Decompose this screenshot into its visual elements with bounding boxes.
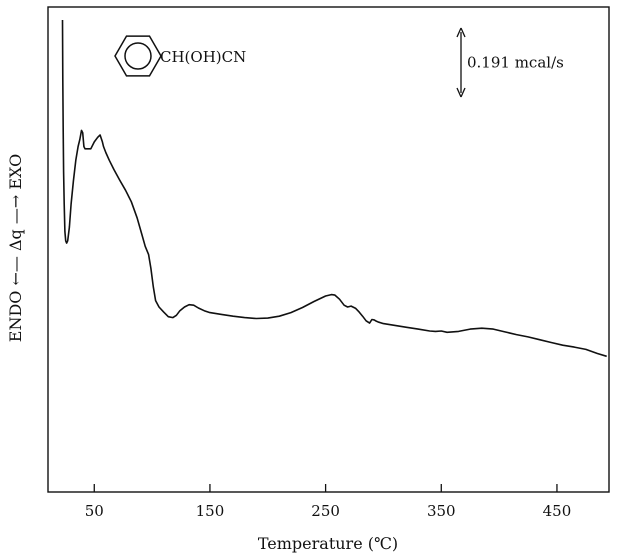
x-axis-label: Temperature (℃) — [258, 534, 398, 553]
annotations: CH(OH)CN 0.191 mcal/s — [114, 27, 564, 98]
scale-bar-label: 0.191 mcal/s — [467, 54, 564, 72]
compound-label: CH(OH)CN — [160, 48, 246, 66]
x-tick-label: 250 — [311, 502, 340, 520]
plot-frame — [47, 6, 610, 493]
y-axis-label: ENDO ←— Δq —→ EXO — [6, 154, 25, 342]
benzene-ring-icon — [114, 35, 162, 77]
x-axis-ticks: 50 150 250 350 450 — [85, 484, 572, 520]
x-tick-label: 350 — [427, 502, 456, 520]
scale-bar-up-arrow-icon — [456, 27, 466, 38]
x-tick-label: 150 — [196, 502, 225, 520]
scale-bar-down-arrow-icon — [456, 87, 466, 98]
benzene-ring-inner-circle — [124, 42, 152, 70]
x-tick-label: 450 — [543, 502, 572, 520]
series-line — [61, 19, 607, 358]
x-tick-label: 50 — [85, 502, 104, 520]
